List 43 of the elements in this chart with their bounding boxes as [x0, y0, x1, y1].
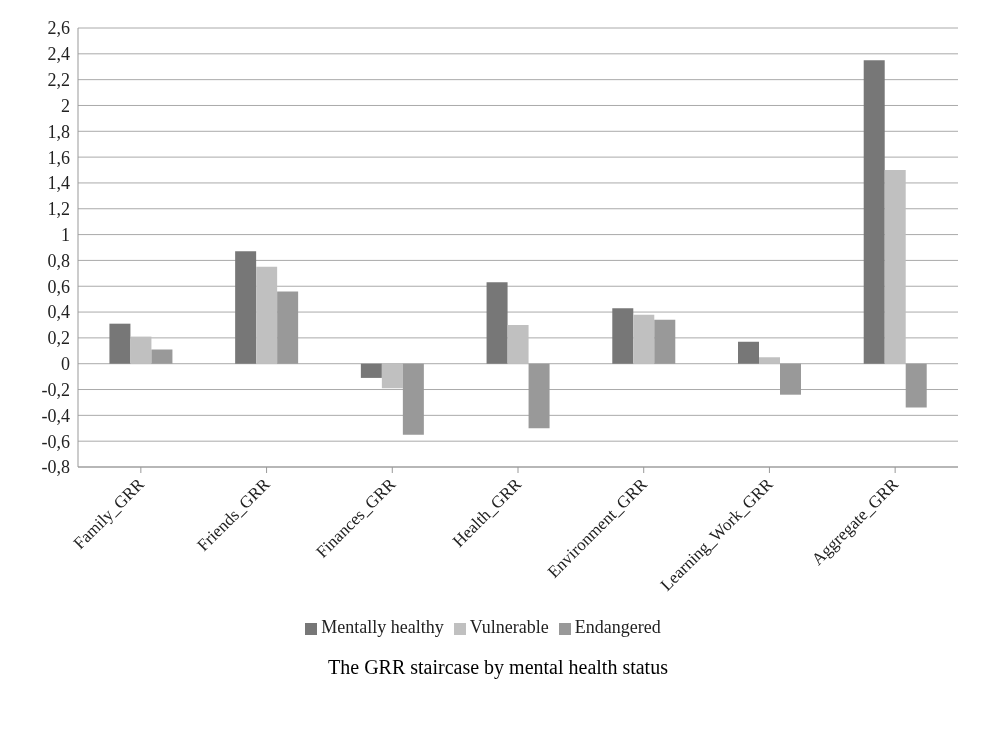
bar — [759, 357, 780, 364]
bar — [905, 363, 927, 408]
y-tick-label: 1 — [61, 224, 70, 245]
text: The GRR staircase by mental health status — [327, 656, 669, 679]
bar — [360, 363, 382, 378]
bar — [654, 319, 676, 364]
y-tick-label: 1,6 — [47, 147, 70, 168]
y-tick-label: 0 — [61, 354, 70, 375]
bar — [738, 341, 759, 364]
bar — [612, 308, 634, 364]
y-tick-label: 0,4 — [47, 302, 70, 323]
legend-label: Mentally healthy — [321, 617, 444, 637]
y-tick-label: 1,8 — [47, 121, 70, 142]
y-tick-label: 1,4 — [47, 173, 70, 194]
legend-label: Endangered — [574, 617, 661, 637]
y-tick-label: -0,8 — [41, 457, 70, 478]
y-tick-label: 0,2 — [47, 328, 70, 349]
bar — [486, 282, 508, 364]
bar — [507, 324, 529, 364]
bar — [863, 60, 885, 364]
bar — [402, 363, 424, 435]
y-tick-label: 2,6 — [47, 18, 70, 39]
bar — [884, 170, 906, 364]
bar — [381, 363, 403, 389]
y-tick-label: 2,2 — [47, 70, 70, 91]
bar — [109, 323, 131, 364]
bar — [151, 349, 173, 364]
bar — [256, 266, 278, 364]
y-tick-label: 2,4 — [47, 44, 70, 65]
y-tick-label: 2 — [61, 95, 70, 116]
bar — [780, 363, 801, 395]
bar — [633, 314, 655, 364]
y-tick-label: -0,6 — [41, 431, 70, 452]
y-tick-label: 0,6 — [47, 276, 70, 297]
bar — [235, 251, 257, 364]
y-tick-label: 1,2 — [47, 199, 70, 220]
y-tick-label: -0,2 — [41, 379, 70, 400]
bar — [130, 336, 152, 364]
legend-label: Vulnerable — [469, 617, 549, 637]
y-tick-label: -0,4 — [41, 405, 70, 426]
y-tick-label: 0,8 — [47, 250, 70, 271]
bar — [277, 291, 299, 364]
bar — [528, 363, 550, 429]
